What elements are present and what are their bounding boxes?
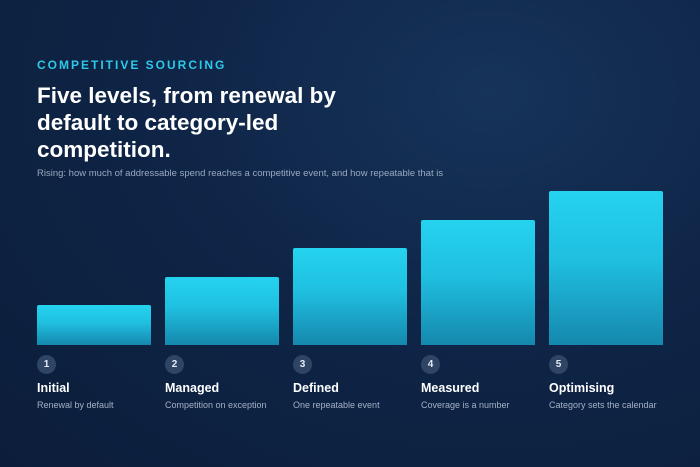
level-item-1: 1 Initial Renewal by default — [37, 355, 162, 410]
level-number-badge: 2 — [165, 355, 184, 374]
level-bar-5 — [549, 191, 663, 345]
page-subtitle: Rising: how much of addressable spend re… — [37, 168, 444, 179]
level-description: Category sets the calendar — [549, 400, 657, 410]
level-number-badge: 4 — [421, 355, 440, 374]
level-bar-4 — [421, 219, 535, 345]
level-number-badge: 1 — [37, 355, 56, 374]
level-name: Initial — [37, 381, 70, 395]
level-description: Competition on exception — [165, 400, 267, 410]
level-number-badge: 3 — [293, 355, 312, 374]
level-item-4: 4 Measured Coverage is a number — [421, 355, 546, 410]
level-bar-2 — [165, 276, 279, 345]
page-title: Five levels, from renewal by default to … — [37, 83, 336, 162]
level-name: Measured — [421, 381, 480, 395]
level-description: Coverage is a number — [421, 400, 510, 410]
eyebrow-label: COMPETITIVE SOURCING — [37, 58, 227, 72]
level-item-5: 5 Optimising Category sets the calendar — [549, 355, 674, 410]
level-description: Renewal by default — [37, 400, 114, 410]
level-name: Defined — [293, 381, 339, 395]
level-description: One repeatable event — [293, 400, 380, 410]
level-item-2: 2 Managed Competition on exception — [165, 355, 290, 410]
level-bar-3 — [293, 248, 407, 345]
level-name: Optimising — [549, 381, 615, 395]
level-item-3: 3 Defined One repeatable event — [293, 355, 418, 410]
level-number-badge: 5 — [549, 355, 568, 374]
level-bar-1 — [37, 305, 151, 345]
level-name: Managed — [165, 381, 220, 395]
